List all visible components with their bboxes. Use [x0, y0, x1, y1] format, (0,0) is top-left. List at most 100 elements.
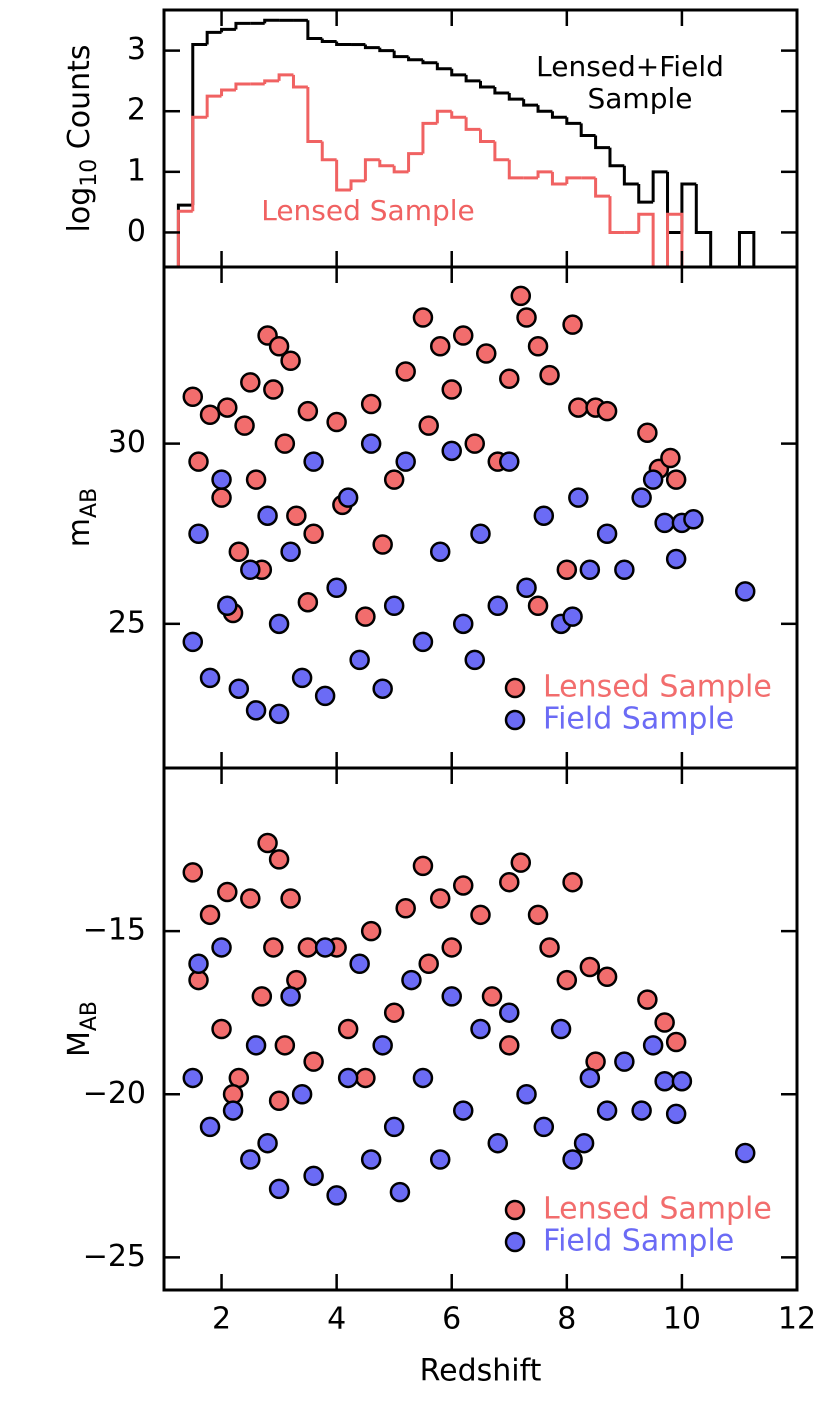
point [412, 307, 434, 328]
legend-marker [504, 1199, 526, 1221]
histogram-step [191, 43, 208, 206]
histogram-step [176, 209, 193, 267]
histogram-step [277, 73, 294, 81]
point [562, 314, 583, 335]
point [217, 595, 238, 617]
point [211, 469, 232, 490]
point [389, 1181, 411, 1203]
histogram-step [234, 21, 251, 30]
histogram-step [594, 177, 610, 198]
point [452, 325, 474, 346]
point [562, 606, 583, 627]
histogram-step [450, 68, 467, 77]
y-label-main: m [62, 518, 97, 547]
histogram-step [320, 38, 337, 44]
histogram-step [594, 135, 610, 150]
point [280, 350, 301, 371]
histogram-step [407, 56, 423, 62]
histogram-step [234, 82, 251, 91]
point [240, 559, 261, 581]
point [268, 849, 290, 870]
histogram-step [421, 59, 438, 65]
point [533, 1116, 555, 1138]
point [188, 451, 209, 472]
point [734, 581, 756, 602]
histogram-step [291, 74, 308, 89]
point [199, 904, 221, 926]
histogram-step [536, 170, 553, 178]
histogram-step [263, 18, 280, 24]
histogram-step [363, 158, 380, 181]
point [257, 832, 278, 854]
point [441, 937, 462, 958]
point [429, 888, 451, 909]
histogram-step [666, 212, 684, 267]
point [222, 1100, 244, 1121]
point [527, 904, 549, 926]
y-label-sub: 10 [77, 159, 102, 187]
point [562, 871, 583, 893]
point [683, 509, 704, 530]
point [274, 433, 296, 454]
histogram-step [608, 196, 625, 234]
point [337, 487, 359, 508]
histogram-step [464, 117, 481, 131]
point [182, 631, 204, 653]
histogram-step [479, 129, 495, 144]
annotation: Sample [588, 82, 693, 115]
x-tick-label: 6 [442, 1302, 461, 1337]
point [671, 1070, 693, 1092]
plot-area [176, 18, 756, 267]
point [579, 956, 601, 978]
x-tick-label: 12 [778, 1302, 816, 1337]
point [464, 433, 485, 454]
point [642, 1035, 664, 1056]
y-tick-label: 3 [127, 32, 146, 67]
point [562, 1149, 583, 1170]
histogram-step [507, 159, 524, 180]
point [401, 969, 422, 991]
histogram-step [637, 183, 654, 204]
point [303, 1165, 324, 1187]
point [383, 1116, 405, 1138]
point [596, 400, 618, 422]
point [280, 986, 301, 1007]
y-label-suffix: Counts [62, 44, 97, 149]
histogram-step [392, 165, 409, 174]
y-tick-label: 25 [108, 605, 146, 640]
point [211, 1018, 232, 1040]
point [217, 881, 238, 903]
histogram-step [392, 50, 409, 59]
histogram-step [637, 212, 655, 267]
point [337, 1067, 359, 1089]
histogram-step [464, 74, 481, 83]
point [665, 1031, 687, 1053]
point [568, 487, 589, 508]
point [268, 1090, 290, 1112]
point [516, 577, 537, 599]
y-axis-label: log10 Counts [62, 44, 103, 232]
histogram-step [263, 79, 280, 84]
legend-label: Field Sample [543, 702, 734, 737]
point [556, 969, 578, 991]
point [596, 523, 618, 544]
point [182, 386, 204, 408]
histogram-step [320, 141, 337, 162]
y-tick-label: −20 [83, 1076, 146, 1111]
point [360, 1149, 382, 1170]
point [360, 920, 382, 942]
point [280, 541, 301, 562]
point [383, 1002, 405, 1023]
point [614, 1051, 635, 1072]
y-label-sub: AB [77, 488, 102, 518]
x-tick-label: 8 [557, 1302, 576, 1337]
point [268, 613, 290, 635]
histogram-step [335, 159, 352, 192]
point [395, 361, 416, 382]
point [360, 393, 382, 415]
point [326, 577, 347, 599]
histogram-step [550, 171, 567, 186]
histogram-step [479, 80, 495, 89]
point [614, 559, 635, 581]
